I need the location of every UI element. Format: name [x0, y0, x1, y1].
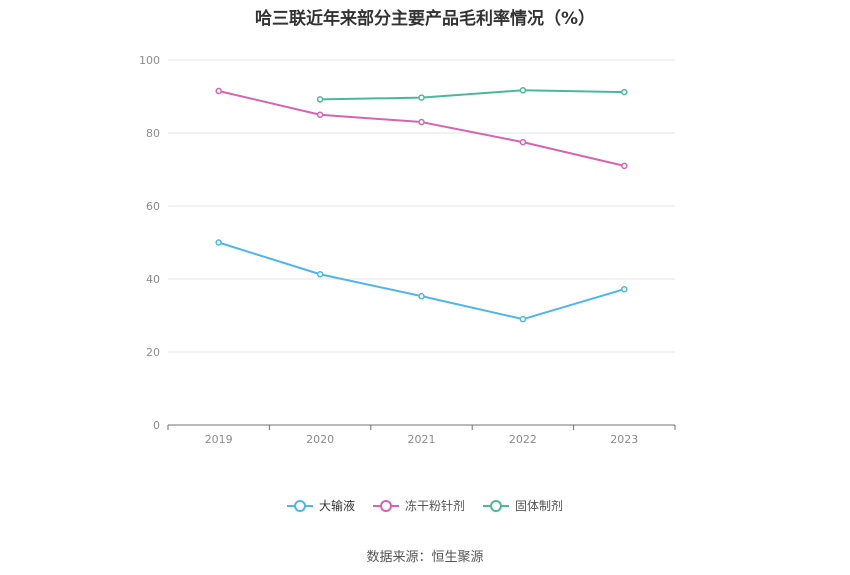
y-tick-label: 60	[146, 200, 160, 213]
x-tick-label: 2020	[306, 433, 334, 446]
legend-label: 大输液	[318, 499, 355, 513]
data-point	[519, 138, 527, 146]
series-line-1	[218, 90, 625, 167]
data-point	[215, 239, 222, 246]
data-point	[621, 285, 628, 293]
data-point	[621, 162, 628, 170]
series-line-2	[320, 89, 625, 101]
data-point	[519, 87, 527, 94]
legend-item[interactable]: 固体制剂	[483, 497, 563, 514]
data-point	[316, 111, 324, 118]
series-line-0	[218, 241, 625, 321]
x-tick-label: 2023	[610, 433, 638, 446]
y-tick-label: 80	[146, 127, 160, 140]
data-point	[215, 87, 222, 95]
data-point	[418, 118, 425, 126]
x-tick-label: 2019	[205, 433, 233, 446]
data-point	[316, 271, 324, 278]
chart-legend: 大输液 冻干粉针剂 固体制剂	[0, 497, 850, 514]
legend-swatch	[483, 499, 509, 512]
data-point	[418, 94, 425, 101]
legend-item[interactable]: 大输液	[286, 497, 355, 514]
legend-label: 冻干粉针剂	[404, 499, 465, 513]
legend-swatch	[286, 499, 313, 512]
legend-swatch	[372, 499, 399, 512]
x-tick-label: 2022	[509, 433, 537, 446]
data-point	[621, 88, 628, 96]
data-point	[418, 292, 425, 300]
y-tick-label: 100	[139, 54, 160, 67]
chart-title: 哈三联近年来部分主要产品毛利率情况（%）	[254, 9, 596, 29]
legend-label: 固体制剂	[515, 499, 564, 513]
y-tick-label: 20	[146, 346, 160, 359]
x-tick-label: 2021	[408, 433, 436, 446]
data-point	[519, 315, 527, 323]
y-tick-label: 0	[153, 419, 160, 432]
legend-item[interactable]: 冻干粉针剂	[372, 497, 465, 514]
source-note: 数据来源：恒生聚源	[366, 550, 484, 565]
data-point	[316, 96, 324, 103]
y-tick-label: 40	[146, 273, 160, 286]
